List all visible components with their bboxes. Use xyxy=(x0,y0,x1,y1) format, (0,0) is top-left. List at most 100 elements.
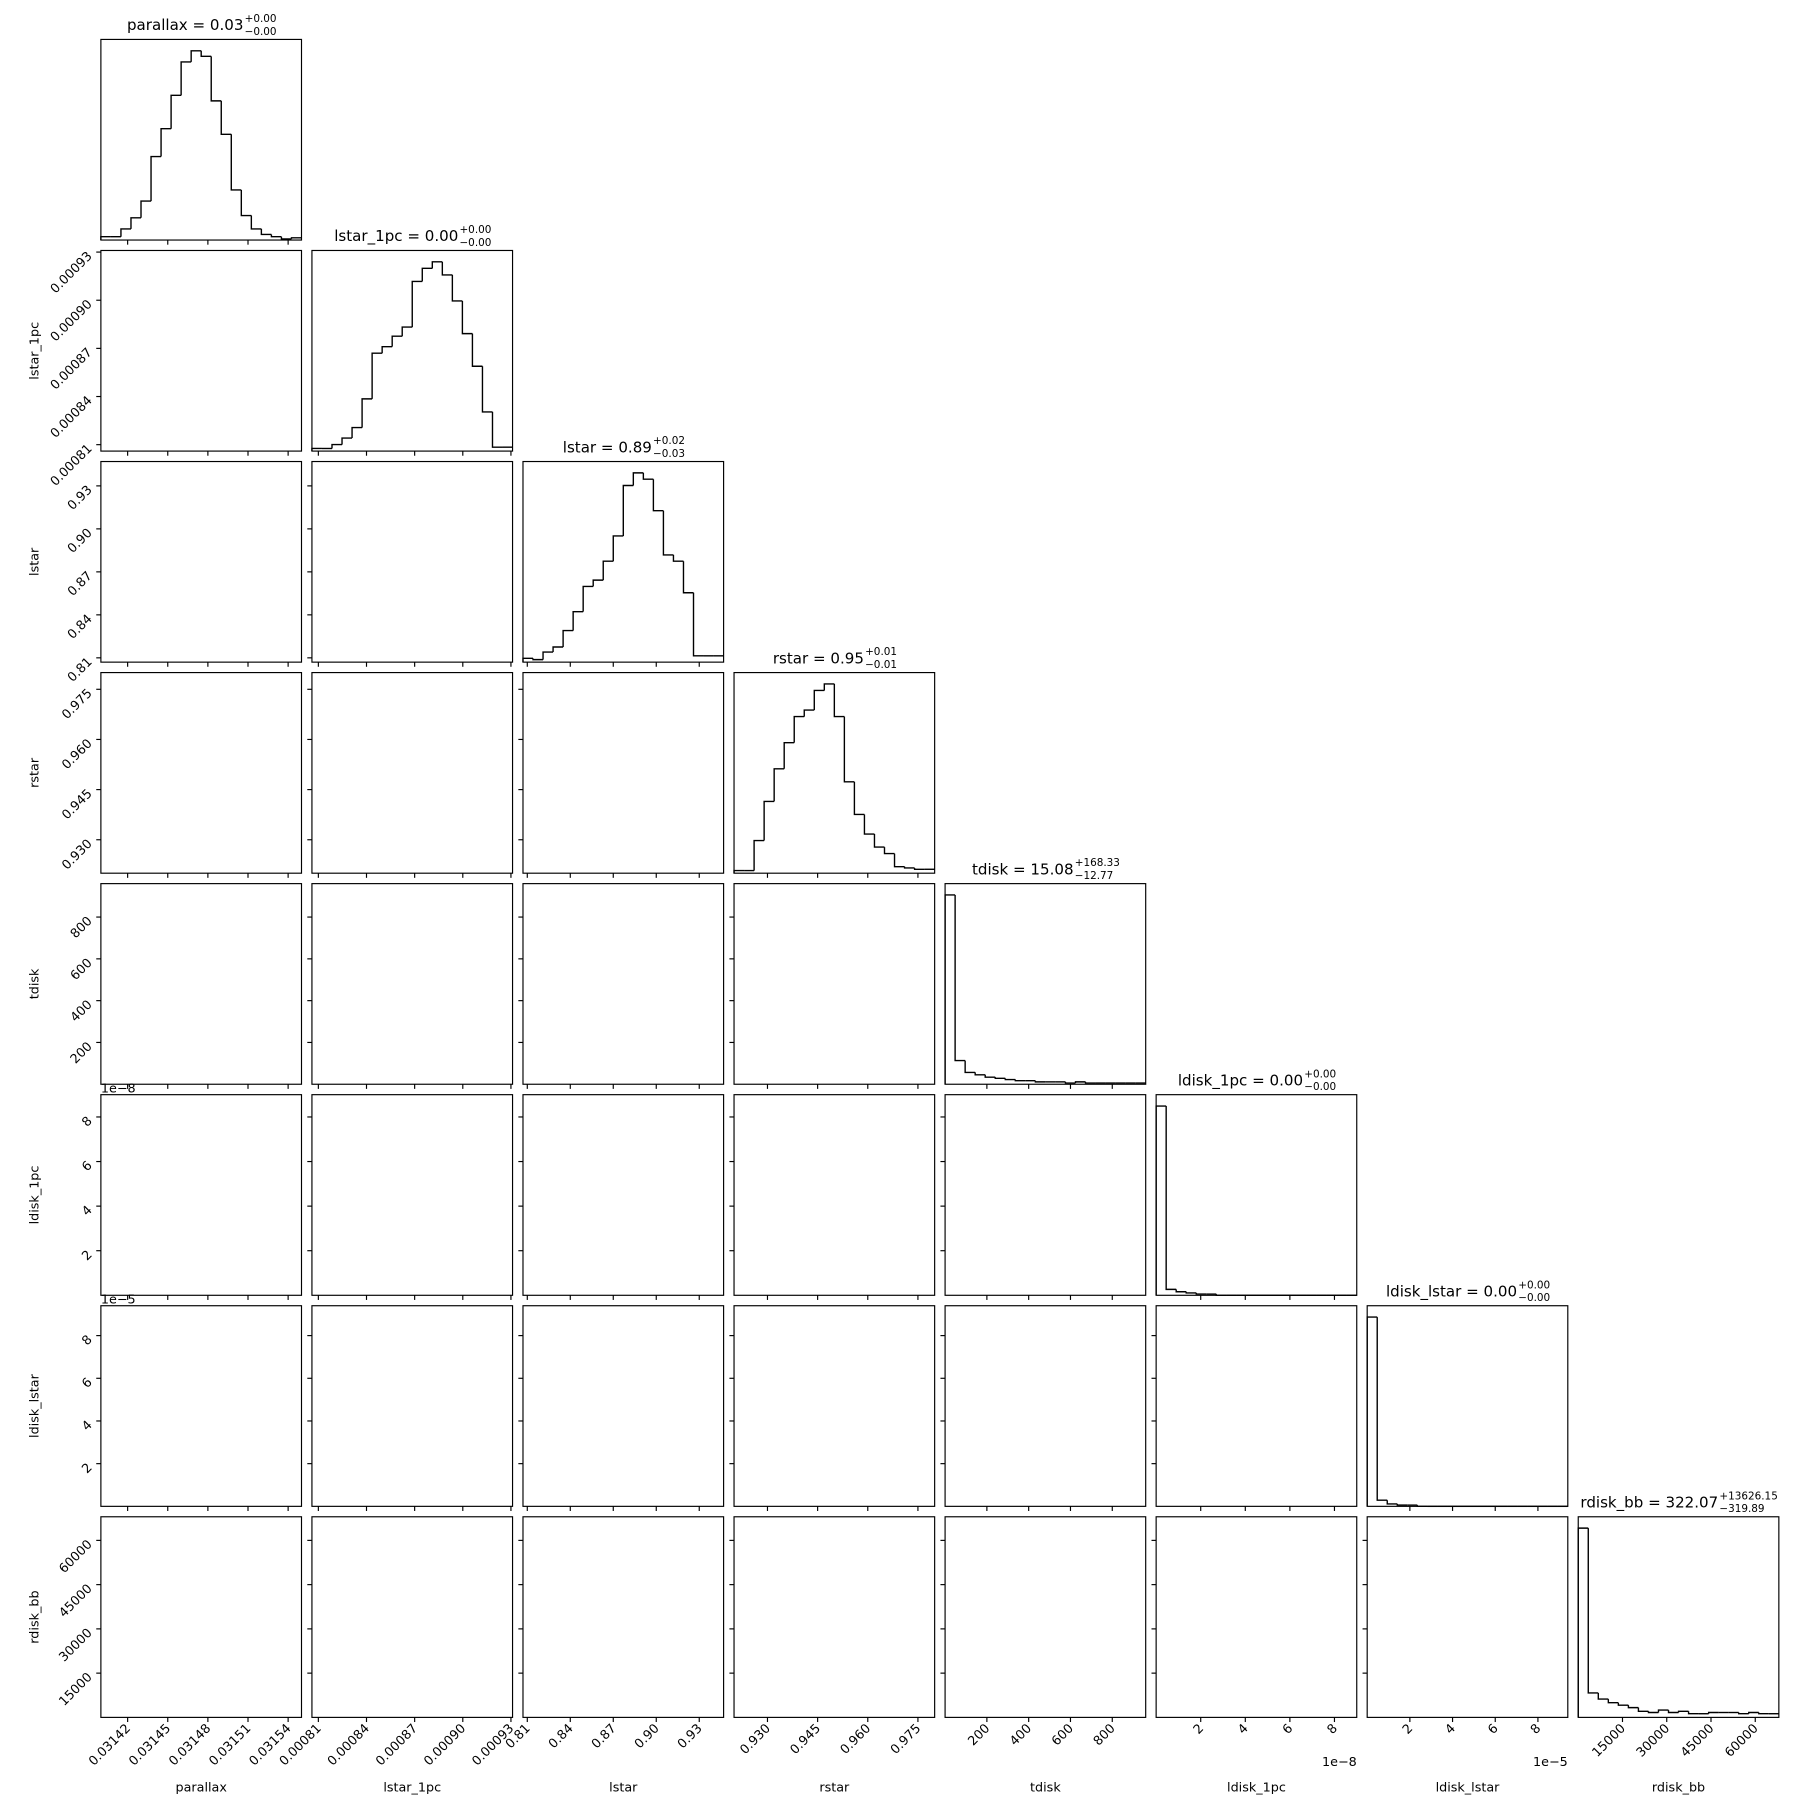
panel-frame xyxy=(311,460,514,663)
hist-bin xyxy=(1677,1710,1689,1713)
hist-bin xyxy=(1366,1316,1378,1507)
hist-bin xyxy=(270,234,282,238)
hist-bin xyxy=(331,443,343,449)
hist-bin xyxy=(783,741,795,769)
y-offset-label: 1e−5 xyxy=(101,1292,136,1307)
y-axis-label: lstar xyxy=(27,547,42,576)
y-tick-label: 200 xyxy=(68,1039,96,1067)
hist-bin xyxy=(190,50,202,62)
hist-bin xyxy=(994,1077,1006,1080)
hist-bin xyxy=(893,853,905,868)
hist-bin xyxy=(532,658,544,661)
hist-bin xyxy=(1376,1317,1388,1501)
hist-bin xyxy=(1074,1081,1086,1084)
y-tick-label: 4 xyxy=(79,1418,95,1434)
y-tick-label: 0.00090 xyxy=(48,297,96,345)
hist-bin xyxy=(381,345,393,354)
y-tick-label: 600 xyxy=(68,956,96,984)
hist-bin xyxy=(1637,1707,1649,1712)
hist-bin xyxy=(562,629,574,647)
hist-bin xyxy=(813,689,825,711)
hist-bin xyxy=(662,510,674,556)
hist-bin xyxy=(803,709,815,717)
hist-bin xyxy=(441,261,453,276)
hist-bin xyxy=(843,716,855,783)
hist-bin xyxy=(1657,1709,1669,1713)
hist-bin xyxy=(974,1072,986,1076)
hist-bin xyxy=(1627,1705,1639,1709)
title-upper: +0.00 xyxy=(245,13,277,25)
title-upper: +0.01 xyxy=(865,646,897,658)
panel-frame xyxy=(1366,1305,1569,1507)
hist-bin xyxy=(1175,1289,1187,1293)
y-tick-label: 30000 xyxy=(56,1626,95,1665)
title-lower: −0.00 xyxy=(245,26,277,38)
y-tick-label: 0.945 xyxy=(59,786,95,822)
x-tick-label: 4 xyxy=(1443,1721,1459,1737)
x-tick-label: 600 xyxy=(1049,1721,1077,1749)
y-offset-label: 1e−8 xyxy=(101,1081,136,1096)
x-tick-label: 2 xyxy=(1400,1721,1416,1737)
panel-frame xyxy=(944,883,1147,1085)
hist-bin xyxy=(1587,1528,1599,1694)
hist-bin xyxy=(1215,1294,1227,1296)
hist-bin xyxy=(170,94,182,129)
panel-frame xyxy=(1366,1516,1569,1718)
title-upper: +0.00 xyxy=(459,224,491,236)
x-tick-label: 8 xyxy=(1528,1721,1544,1737)
panel-frame xyxy=(522,1516,725,1718)
hist-bin xyxy=(823,683,835,691)
hist-bin xyxy=(763,800,775,841)
y-tick-label: 4 xyxy=(79,1203,95,1219)
hist-bin xyxy=(180,61,192,96)
hist-bin xyxy=(984,1074,996,1078)
x-axis-label: tdisk xyxy=(1030,1781,1061,1796)
x-tick-label: 200 xyxy=(965,1721,993,1749)
hist-bin xyxy=(1004,1078,1016,1081)
panel-title: rstar = 0.95 xyxy=(773,649,864,667)
hist-bin xyxy=(421,267,433,282)
x-tick-label: 0.87 xyxy=(589,1721,620,1752)
panel-frame xyxy=(522,671,725,874)
x-tick-label: 0.945 xyxy=(788,1721,824,1757)
hist-bin xyxy=(451,274,463,302)
y-tick-label: 0.960 xyxy=(59,736,95,772)
hist-bin xyxy=(120,228,131,237)
hist-bin xyxy=(250,215,262,230)
y-tick-label: 45000 xyxy=(56,1581,95,1620)
y-tick-label: 2 xyxy=(79,1461,95,1477)
hist-bin xyxy=(642,472,654,480)
y-tick-label: 0.90 xyxy=(65,526,96,557)
x-tick-label: 45000 xyxy=(1678,1721,1717,1760)
hist-bin xyxy=(1617,1702,1629,1706)
hist-bin xyxy=(652,479,664,512)
x-tick-label: 0.90 xyxy=(632,1721,663,1752)
title-upper: +168.33 xyxy=(1075,857,1120,869)
title-upper: +0.02 xyxy=(653,435,685,447)
hist-bin xyxy=(582,585,594,612)
panel-title: ldisk_1pc = 0.00 xyxy=(1178,1071,1303,1090)
x-tick-label: 0.03145 xyxy=(126,1721,174,1769)
hist-bin xyxy=(612,535,624,562)
panel-frame xyxy=(522,1094,725,1296)
hist-bin xyxy=(793,715,805,743)
y-tick-label: 0.930 xyxy=(59,837,95,873)
y-tick-label: 0.84 xyxy=(65,612,96,643)
hist-bin xyxy=(1185,1291,1197,1294)
hist-bin xyxy=(833,683,845,718)
hist-bin xyxy=(542,651,554,660)
x-offset-label: 1e−8 xyxy=(1322,1755,1357,1770)
panel-frame xyxy=(944,1516,1147,1718)
title-upper: +0.00 xyxy=(1304,1068,1336,1080)
hist-bin xyxy=(220,100,232,135)
title-upper: +0.00 xyxy=(1518,1279,1550,1291)
x-axis-label: lstar_1pc xyxy=(383,1781,441,1796)
hist-bin xyxy=(1155,1105,1167,1296)
hist-bin xyxy=(311,447,322,452)
panel-title: tdisk = 15.08 xyxy=(972,860,1074,878)
hist-bin xyxy=(401,326,413,337)
panel-frame xyxy=(100,883,303,1085)
y-axis-label: tdisk xyxy=(27,968,42,999)
panel-frame xyxy=(1155,1516,1358,1718)
panel-frame xyxy=(100,460,303,663)
